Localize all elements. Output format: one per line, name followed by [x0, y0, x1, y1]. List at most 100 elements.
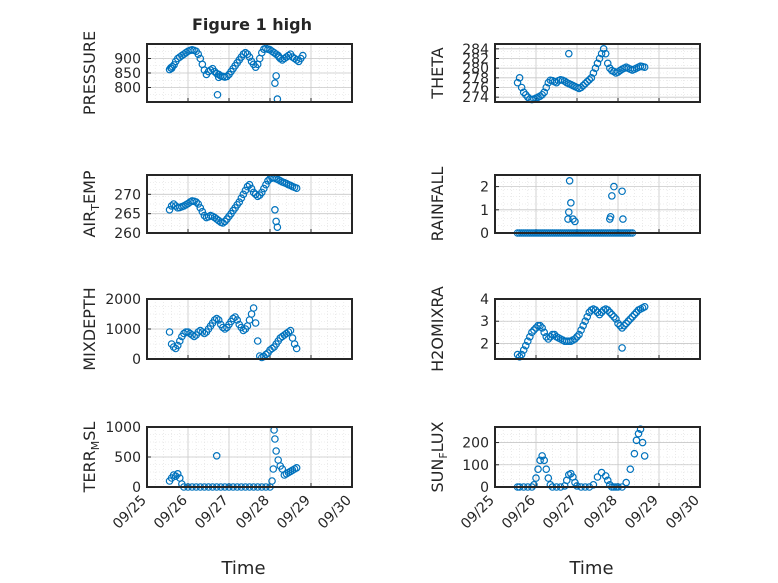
data-point — [241, 48, 250, 57]
data-point — [597, 49, 606, 58]
data-point — [214, 316, 223, 324]
data-point — [517, 350, 526, 359]
axes-box — [146, 426, 353, 488]
x-tick-label: 09/28 — [581, 493, 621, 533]
data-point — [593, 473, 602, 481]
y-tick-label: 0 — [132, 480, 141, 496]
data-point — [269, 465, 278, 473]
data-point — [206, 66, 215, 74]
data-point — [538, 90, 546, 99]
data-point — [239, 326, 248, 335]
axes-box — [146, 298, 353, 360]
data-point — [591, 64, 600, 72]
y-tick-label: 1000 — [105, 420, 141, 436]
data-point — [579, 81, 587, 90]
data-point — [284, 51, 293, 60]
data-point — [618, 187, 626, 196]
y-tick-label: 1000 — [105, 322, 141, 338]
data-point — [538, 324, 546, 332]
data-point — [640, 63, 649, 71]
subplot-5: 0 1000 2000 MIXDEPTH — [80, 287, 353, 371]
x-tick-label: 09/26 — [499, 492, 539, 532]
data-point — [583, 77, 592, 86]
data-point — [624, 317, 633, 326]
y-axis-label: PRESSURE — [80, 31, 99, 115]
data-point — [575, 330, 583, 339]
y-axis-label: RAINFALL — [428, 167, 447, 242]
data-point — [194, 50, 203, 58]
data-point — [585, 75, 594, 84]
data-point — [188, 331, 196, 339]
data-point — [233, 316, 242, 324]
data-point — [262, 350, 270, 359]
subplot-8: 09/25 09/26 09/27 09/28 09/29 09/30 0 100 200 SUN… — [428, 421, 703, 579]
data-point — [251, 319, 260, 327]
subplot-3: 260 265 270 AIRTEMP — [80, 170, 353, 242]
data-point — [523, 337, 532, 346]
data-point — [536, 456, 544, 465]
data-point — [292, 184, 301, 192]
y-tick-label: 284 — [462, 42, 489, 58]
y-tick-label: 265 — [114, 207, 141, 223]
data-point — [565, 177, 574, 185]
data-point — [221, 325, 229, 333]
data-point — [214, 70, 223, 79]
data-point — [618, 324, 626, 332]
y-tick-label: 200 — [462, 436, 489, 452]
data-point — [610, 182, 618, 191]
data-point — [548, 330, 557, 339]
data-point — [292, 56, 301, 64]
data-point — [616, 66, 624, 75]
data-point — [284, 328, 293, 336]
data-point — [564, 208, 573, 216]
data-point — [239, 50, 248, 58]
data-point — [235, 198, 244, 206]
data-point — [245, 180, 254, 189]
data-point — [569, 215, 577, 223]
data-point — [290, 340, 299, 348]
x-tick-label: 09/29 — [274, 493, 314, 533]
data-point — [247, 184, 256, 193]
data-point — [560, 77, 569, 86]
y-tick-label: 3 — [480, 314, 489, 330]
y-tick-label: 2 — [480, 180, 489, 196]
data-point — [601, 472, 610, 480]
data-point — [536, 92, 544, 101]
data-point — [249, 304, 258, 312]
data-point — [219, 219, 227, 227]
data-point — [521, 341, 530, 350]
data-point — [618, 344, 626, 352]
data-point — [268, 477, 276, 485]
x-axis-label: Time — [220, 558, 265, 579]
data-point — [564, 49, 573, 58]
axes-box — [146, 43, 353, 103]
x-tick-label: 09/27 — [192, 493, 232, 533]
data-point — [190, 332, 198, 341]
y-tick-label: 282 — [462, 52, 489, 68]
data-point — [564, 215, 572, 223]
data-point — [229, 314, 237, 323]
data-point — [198, 207, 207, 216]
data-point — [544, 335, 553, 343]
data-point — [630, 449, 639, 458]
axes-box — [494, 426, 701, 488]
data-point — [212, 314, 221, 323]
data-point — [214, 73, 223, 82]
data-point — [517, 83, 526, 92]
y-axis-label: TERRMSL — [80, 422, 102, 494]
data-point — [200, 329, 209, 338]
data-point — [640, 302, 649, 311]
data-point — [542, 83, 551, 92]
y-tick-label: 1 — [480, 203, 489, 219]
data-point — [515, 74, 524, 82]
y-tick-label: 100 — [462, 458, 489, 474]
data-point — [273, 223, 282, 232]
data-point — [245, 53, 254, 61]
data-point — [610, 312, 618, 321]
data-point — [298, 51, 307, 60]
y-tick-label: 800 — [114, 81, 141, 97]
data-point — [530, 326, 538, 334]
data-point — [593, 59, 602, 68]
data-point — [165, 328, 174, 336]
